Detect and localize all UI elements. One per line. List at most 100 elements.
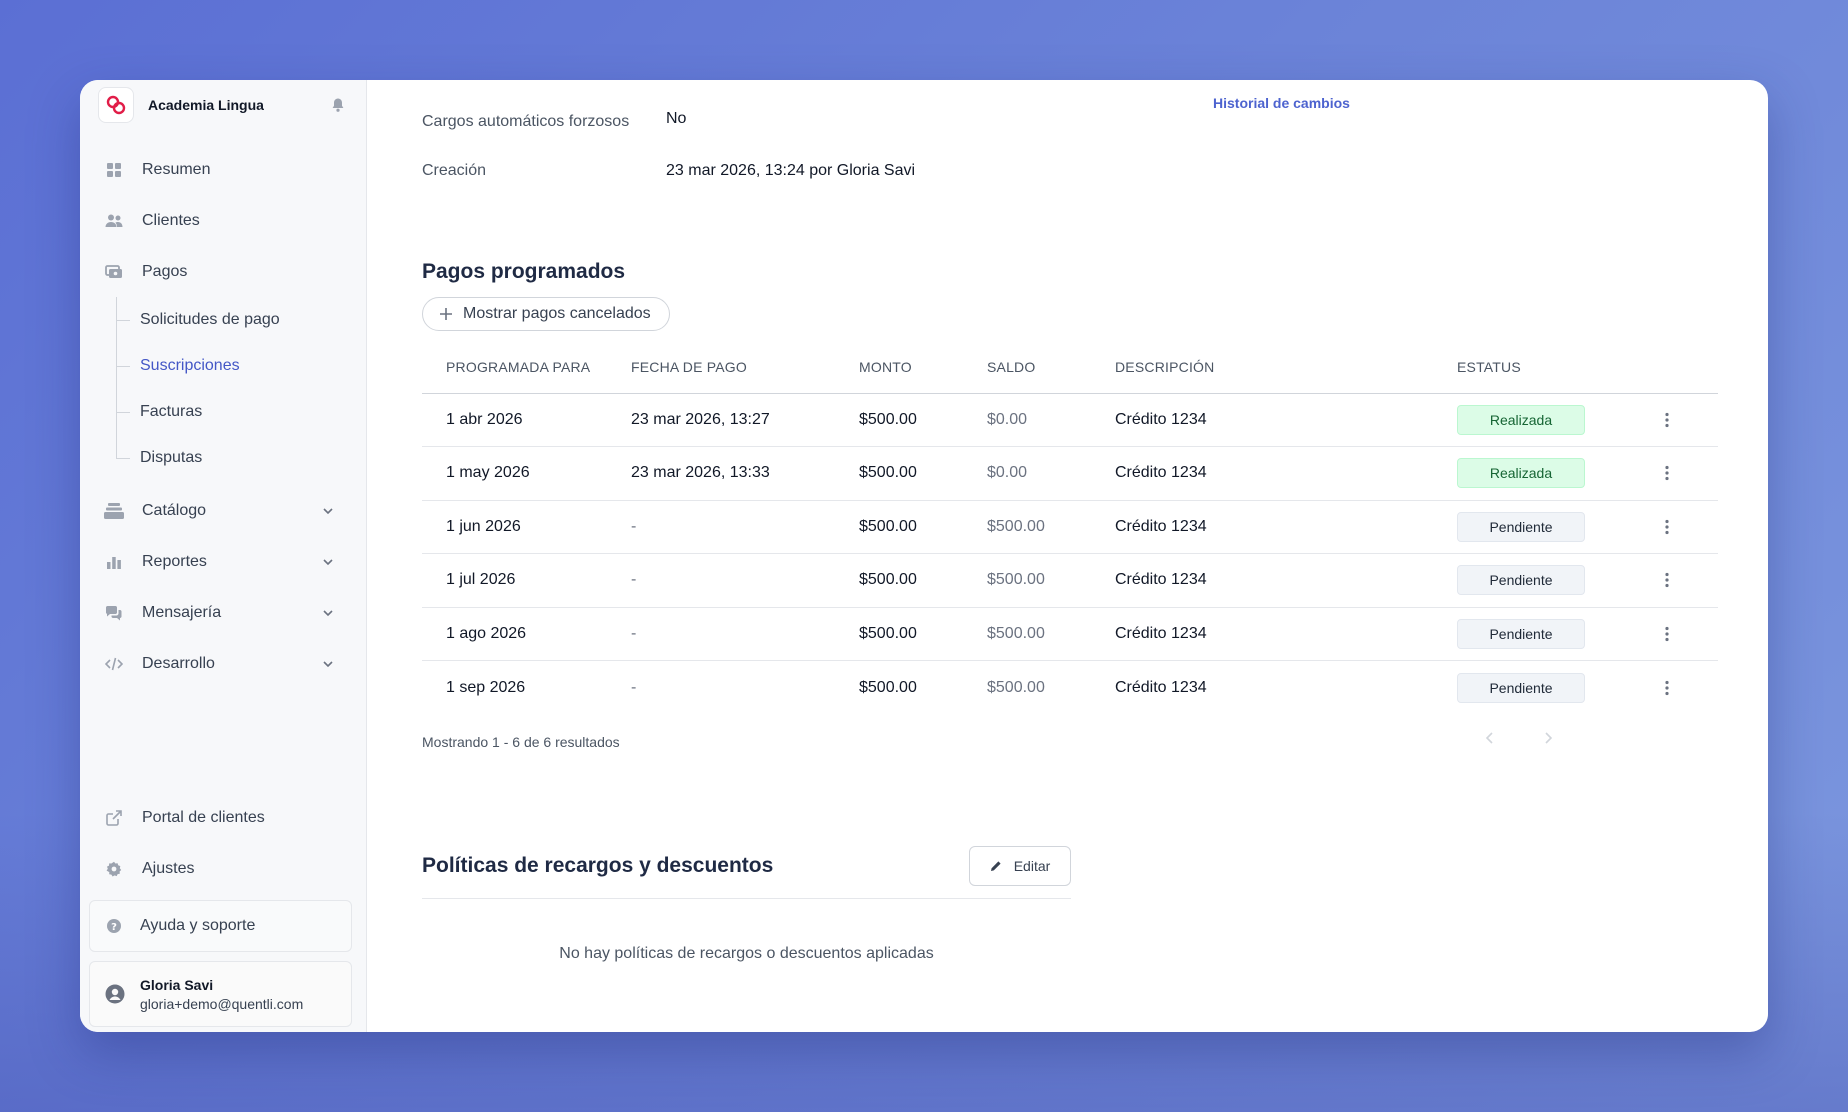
payments-subnav: Solicitudes de pago Suscripciones Factur… [116, 297, 366, 481]
cell-amount: $500.00 [835, 393, 963, 447]
code-icon [104, 654, 124, 674]
cell-scheduled: 1 sep 2026 [446, 678, 526, 696]
user-profile[interactable]: Gloria Savi gloria+demo@quentli.com [89, 961, 352, 1027]
table-row[interactable]: 1 jul 2026 - $500.00 $500.00 Crédito 123… [422, 553, 1718, 608]
sidebar-subitem-suscripciones[interactable]: Suscripciones [116, 343, 366, 389]
sidebar-item-label: Desarrollo [142, 654, 215, 672]
sidebar-item-mensajeria[interactable]: Mensajería [80, 587, 366, 638]
col-amount[interactable]: MONTO [835, 342, 963, 394]
more-vertical-icon[interactable] [1655, 515, 1679, 539]
more-vertical-icon[interactable] [1655, 676, 1679, 700]
col-balance[interactable]: SALDO [963, 342, 1091, 394]
col-scheduled[interactable]: PROGRAMADA PARA [422, 342, 607, 394]
cell-description: Crédito 1234 [1115, 678, 1207, 696]
table-row[interactable]: 1 ago 2026 - $500.00 $500.00 Crédito 123… [422, 607, 1718, 661]
sidebar-item-label: Reportes [142, 552, 207, 570]
chevron-down-icon[interactable] [320, 503, 336, 519]
cell-balance: $0.00 [963, 446, 1091, 501]
status-badge: Realizada [1457, 458, 1585, 489]
status-badge: Pendiente [1457, 511, 1585, 542]
brand-header: Academia Lingua [98, 84, 348, 126]
cell-description: Crédito 1234 [1091, 446, 1433, 501]
help-label: Ayuda y soporte [140, 917, 256, 934]
table-row[interactable]: 1 jun 2026 - $500.00 $500.00 Crédito 123… [422, 500, 1718, 554]
catalog-icon [104, 501, 124, 521]
cell-description: Crédito 1234 [1091, 553, 1433, 608]
plus-icon [439, 307, 453, 321]
cell-scheduled: 1 abr 2026 [422, 393, 607, 447]
cell-balance: $500.00 [963, 553, 1091, 608]
chat-icon [104, 603, 124, 623]
main-content: Historial de cambios Cargos automáticos … [367, 80, 1768, 1032]
chevron-down-icon[interactable] [320, 554, 336, 570]
sidebar-item-label: Clientes [142, 211, 200, 229]
sidebar-bottom-nav: Portal de clientes Ajustes [80, 792, 366, 894]
col-paid[interactable]: FECHA DE PAGO [607, 342, 835, 394]
table-row[interactable]: 1 may 2026 23 mar 2026, 13:33 $500.00 $0… [422, 446, 1718, 501]
bell-icon[interactable] [328, 95, 348, 115]
sidebar-item-ajustes[interactable]: Ajustes [80, 843, 366, 894]
detail-value: No [666, 110, 687, 127]
more-vertical-icon[interactable] [1655, 622, 1679, 646]
cell-balance: $500.00 [987, 678, 1045, 696]
detail-row-created: Creación 23 mar 2026, 13:24 por Gloria S… [422, 162, 915, 180]
brand-logo[interactable] [98, 87, 134, 123]
show-cancelled-button[interactable]: Mostrar pagos cancelados [422, 297, 670, 331]
cell-scheduled: 1 jul 2026 [422, 553, 607, 608]
chevron-left-icon[interactable] [1480, 728, 1500, 748]
cell-amount: $500.00 [835, 446, 963, 501]
detail-key: Creación [422, 162, 487, 179]
chevron-down-icon[interactable] [320, 605, 336, 621]
subitem-label: Facturas [140, 403, 203, 420]
cell-scheduled: 1 ago 2026 [422, 607, 607, 661]
scheduled-payments-title: Pagos programados [422, 260, 626, 283]
pagination [1480, 728, 1558, 748]
app-name: Academia Lingua [148, 97, 264, 113]
sidebar-subitem-facturas[interactable]: Facturas [116, 389, 366, 435]
subnav-line [116, 297, 117, 459]
status-badge: Pendiente [1457, 565, 1585, 596]
users-icon [104, 211, 124, 231]
avatar-icon [104, 983, 126, 1005]
help-support-button[interactable]: ? Ayuda y soporte [89, 900, 352, 952]
col-status[interactable]: ESTATUS [1433, 342, 1621, 394]
empty-policies-message: No hay políticas de recargos o descuento… [559, 945, 934, 962]
sidebar-subitem-solicitudes[interactable]: Solicitudes de pago [116, 297, 366, 343]
history-link[interactable]: Historial de cambios [1213, 95, 1350, 111]
sidebar-item-reportes[interactable]: Reportes [80, 536, 366, 587]
col-description[interactable]: DESCRIPCIÓN [1091, 342, 1433, 394]
cell-paid: - [607, 500, 835, 554]
edit-policies-button[interactable]: Editar [969, 846, 1071, 886]
sidebar-item-label: Portal de clientes [142, 808, 265, 826]
cell-paid: 23 mar 2026, 13:33 [607, 446, 835, 501]
table-row[interactable]: 1 abr 2026 23 mar 2026, 13:27 $500.00 $0… [422, 393, 1718, 447]
detail-row-autocharges: Cargos automáticos forzosos No [422, 110, 687, 131]
sidebar-item-label: Resumen [142, 160, 211, 178]
sidebar-item-resumen[interactable]: Resumen [80, 144, 366, 195]
external-link-icon [104, 808, 124, 828]
app-window: Academia Lingua Resumen Clientes [80, 80, 1768, 1032]
subitem-label: Solicitudes de pago [140, 311, 280, 328]
policies-title: Políticas de recargos y descuentos [422, 854, 774, 877]
show-cancelled-label: Mostrar pagos cancelados [463, 305, 651, 322]
results-count: Mostrando 1 - 6 de 6 resultados [422, 734, 620, 750]
more-vertical-icon[interactable] [1655, 461, 1679, 485]
chevron-right-icon[interactable] [1538, 728, 1558, 748]
payments-icon [104, 262, 124, 282]
svg-text:?: ? [111, 922, 117, 933]
sidebar-item-pagos[interactable]: Pagos [80, 246, 366, 297]
sidebar-item-label: Ajustes [142, 859, 195, 877]
user-email: gloria+demo@quentli.com [140, 995, 304, 1012]
more-vertical-icon[interactable] [1655, 568, 1679, 592]
cell-amount: $500.00 [859, 678, 917, 696]
sidebar-item-desarrollo[interactable]: Desarrollo [80, 638, 366, 689]
sidebar-item-label: Catálogo [142, 501, 207, 519]
sidebar-item-portal[interactable]: Portal de clientes [80, 792, 366, 843]
sidebar-subitem-disputas[interactable]: Disputas [116, 435, 366, 481]
sidebar-item-clientes[interactable]: Clientes [80, 195, 366, 246]
table-row[interactable]: 1 sep 2026 - $500.00 $500.00 Crédito 123… [422, 661, 1718, 715]
more-vertical-icon[interactable] [1655, 408, 1679, 432]
chevron-down-icon[interactable] [320, 656, 336, 672]
sidebar-item-catalogo[interactable]: Catálogo [80, 485, 366, 536]
cell-description: Crédito 1234 [1091, 393, 1433, 447]
